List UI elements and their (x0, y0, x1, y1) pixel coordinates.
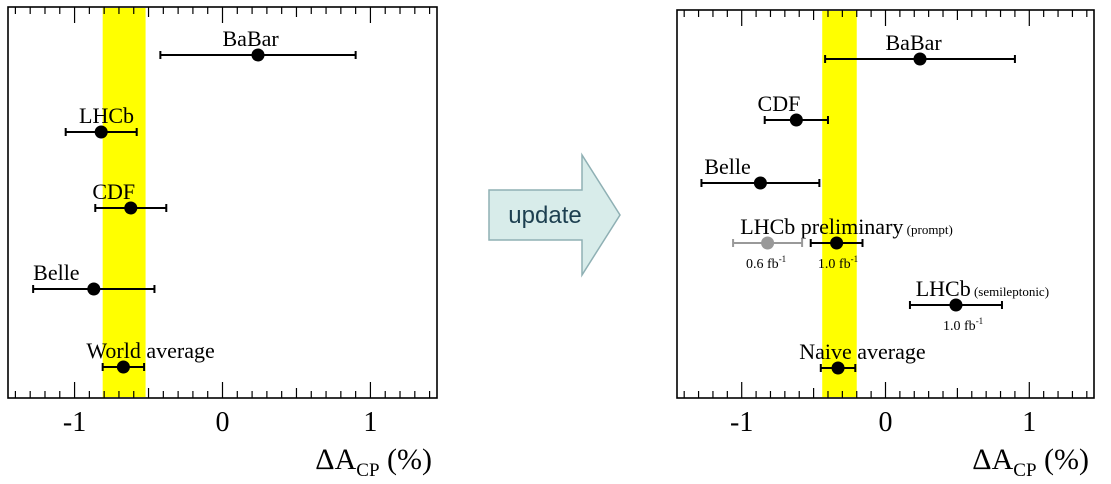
average-band (822, 11, 857, 397)
right-chart-panel: -1 0 1 ΔACP (%) BaBar CDF Belle LHCb preliminar… (676, 9, 1095, 481)
measurement-label: LHCb (semileptonic) (916, 276, 1049, 301)
luminosity-value: 1.0 fb (943, 319, 976, 334)
luminosity-label: 0.6 fb-1 (746, 254, 786, 272)
measurement-name: World average (86, 338, 214, 363)
measurement-name: LHCb preliminary (740, 214, 903, 239)
x-tick-label: 0 (216, 407, 230, 438)
measurement-label: LHCb (79, 103, 134, 128)
x-axis-label-unit: (%) (1037, 443, 1089, 476)
measurement-name: Belle (704, 154, 750, 179)
update-arrow-label: update (508, 202, 581, 229)
x-tick-label: 1 (1022, 407, 1036, 438)
data-point (124, 201, 138, 215)
measurement-name: LHCb (916, 276, 971, 301)
arrow-shape (488, 152, 621, 278)
x-axis-label-subscript: CP (356, 460, 379, 481)
measurement-name: Naive average (799, 339, 925, 364)
x-axis-label-main: ΔA (972, 443, 1013, 476)
measurement-note: (semileptonic) (971, 284, 1049, 299)
x-tick-label: 1 (363, 407, 377, 438)
data-point (251, 48, 265, 62)
data-point (831, 361, 845, 375)
data-point (913, 52, 927, 66)
luminosity-exponent: -1 (779, 254, 787, 264)
data-point (753, 176, 767, 190)
data-point (830, 236, 844, 250)
plot-frame (7, 6, 438, 399)
measurement-name: BaBar (886, 30, 943, 55)
measurement-label: BaBar (886, 30, 943, 55)
data-point (761, 236, 775, 250)
measurement-name: Belle (33, 260, 79, 285)
data-point (87, 282, 101, 296)
measurement-name: CDF (758, 91, 801, 116)
data-point (949, 298, 963, 312)
measurement-label: BaBar (223, 26, 280, 51)
measurement-label: LHCb preliminary (prompt) (740, 214, 953, 239)
x-axis-label: ΔACP (%) (972, 443, 1089, 481)
update-arrow: update (488, 152, 621, 278)
data-point (94, 125, 108, 139)
data-point (116, 360, 130, 374)
measurement-label: CDF (758, 91, 801, 116)
x-tick-label: -1 (63, 407, 86, 438)
luminosity-label: 1.0 fb-1 (943, 316, 983, 334)
luminosity-value: 0.6 fb (746, 257, 779, 272)
luminosity-exponent: -1 (976, 316, 984, 326)
luminosity-label: 1.0 fb-1 (818, 254, 858, 272)
measurement-name: CDF (92, 179, 135, 204)
measurement-label: World average (86, 338, 214, 363)
x-axis-label: ΔACP (%) (315, 443, 432, 481)
measurement-label: Naive average (799, 339, 925, 364)
x-axis-label-subscript: CP (1013, 460, 1036, 481)
data-point (789, 113, 803, 127)
x-axis-label-unit: (%) (380, 443, 432, 476)
x-axis-label-main: ΔA (315, 443, 356, 476)
x-tick-label: -1 (730, 407, 753, 438)
luminosity-value: 1.0 fb (818, 257, 851, 272)
measurement-label: Belle (33, 260, 79, 285)
x-tick-label: 0 (879, 407, 893, 438)
measurement-label: Belle (704, 154, 750, 179)
measurement-name: LHCb (79, 103, 134, 128)
measurement-name: BaBar (223, 26, 280, 51)
measurement-note: (prompt) (903, 222, 952, 237)
measurement-label: CDF (92, 179, 135, 204)
average-band (102, 8, 146, 397)
luminosity-exponent: -1 (851, 254, 859, 264)
